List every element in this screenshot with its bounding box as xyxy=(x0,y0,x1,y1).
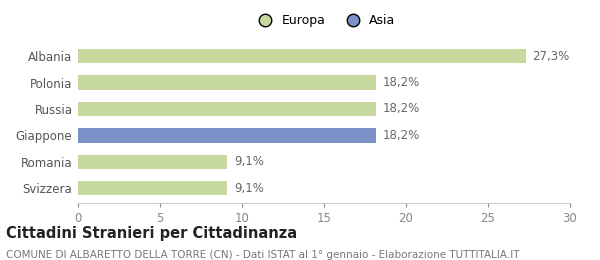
Bar xyxy=(78,154,227,169)
Text: 9,1%: 9,1% xyxy=(234,155,263,168)
Bar xyxy=(78,102,376,116)
Text: 9,1%: 9,1% xyxy=(234,182,263,195)
Bar xyxy=(78,75,376,90)
Bar xyxy=(78,128,376,143)
Text: COMUNE DI ALBARETTO DELLA TORRE (CN) - Dati ISTAT al 1° gennaio - Elaborazione T: COMUNE DI ALBARETTO DELLA TORRE (CN) - D… xyxy=(6,250,520,259)
Legend: Europa, Asia: Europa, Asia xyxy=(248,9,400,32)
Text: 27,3%: 27,3% xyxy=(532,50,569,63)
Bar xyxy=(78,49,526,63)
Bar xyxy=(78,181,227,196)
Text: 18,2%: 18,2% xyxy=(383,102,420,115)
Text: 18,2%: 18,2% xyxy=(383,76,420,89)
Text: Cittadini Stranieri per Cittadinanza: Cittadini Stranieri per Cittadinanza xyxy=(6,226,297,241)
Text: 18,2%: 18,2% xyxy=(383,129,420,142)
